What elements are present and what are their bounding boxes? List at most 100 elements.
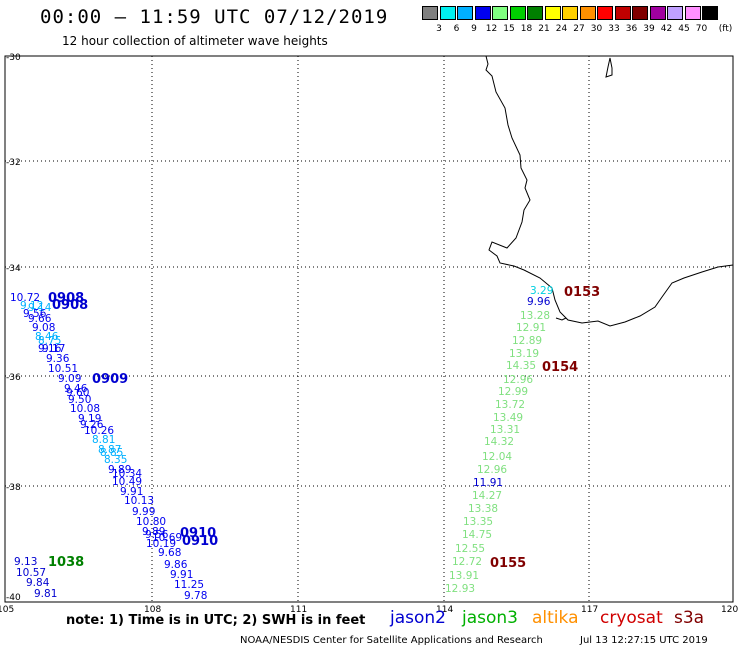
wave-height-label: 9.96 bbox=[527, 296, 551, 308]
pass-time-label: 0908 bbox=[52, 298, 89, 313]
coastline-esperance-isle bbox=[605, 57, 613, 78]
wave-height-label: 9.17 bbox=[42, 343, 66, 355]
legend-label: 15 bbox=[503, 24, 515, 34]
legend-swatch bbox=[649, 6, 666, 20]
lon-tick-label: 108 bbox=[144, 605, 162, 615]
legend-label: 6 bbox=[453, 24, 460, 34]
wave-height-label: 8.81 bbox=[92, 434, 116, 446]
wave-height-label: 13.19 bbox=[509, 348, 540, 360]
legend-label: 18 bbox=[520, 24, 533, 34]
wave-height-label: 10.57 bbox=[16, 567, 47, 579]
legend-swatch bbox=[632, 6, 648, 20]
wave-height-label: 12.96 bbox=[477, 464, 508, 476]
lat-tick-label: -30 bbox=[6, 53, 21, 63]
wave-height-label: 9.91 bbox=[120, 486, 144, 498]
satellite-name-cryosat: cryosat bbox=[600, 608, 663, 628]
wave-height-label: 9.09 bbox=[58, 373, 82, 385]
wave-height-label: 9.78 bbox=[184, 590, 208, 602]
legend-label: 27 bbox=[573, 24, 585, 34]
graticule bbox=[5, 56, 733, 602]
wave-height-label: 9.89 bbox=[142, 526, 166, 538]
pass-time-label: 0910 bbox=[182, 534, 219, 549]
wave-height-label: 10.72 bbox=[10, 292, 41, 304]
wave-height-label: 9.14 bbox=[28, 302, 52, 314]
legend-label: 30 bbox=[590, 24, 603, 34]
legend-swatch bbox=[422, 6, 438, 20]
wave-height-label: 12.96 bbox=[503, 374, 534, 386]
legend-swatch bbox=[614, 6, 631, 20]
satellite-name-altika: altika bbox=[532, 608, 579, 628]
satellite-name-jason3: jason3 bbox=[462, 608, 518, 628]
legend-label: 3 bbox=[436, 24, 442, 34]
legend-label: 36 bbox=[625, 24, 638, 34]
legend-label: 39 bbox=[643, 24, 655, 34]
wave-height-label: 13.38 bbox=[468, 503, 499, 515]
legend-swatch bbox=[474, 6, 491, 20]
wave-height-label: 12.89 bbox=[512, 335, 543, 347]
satellite-name-jason2: jason2 bbox=[390, 608, 446, 628]
credit-line: NOAA/NESDIS Center for Satellite Applica… bbox=[240, 635, 543, 646]
coastline-australia bbox=[485, 55, 734, 327]
wave-height-label: 9.99 bbox=[132, 506, 156, 518]
lon-tick-label: 117 bbox=[581, 605, 599, 615]
wave-height-label: 9.16 bbox=[38, 343, 62, 355]
wave-height-label: 9.19 bbox=[78, 413, 102, 425]
wave-height-label: 9.68 bbox=[158, 547, 182, 559]
wave-height-label: 8.85 bbox=[100, 447, 124, 459]
lat-tick-label: -36 bbox=[6, 373, 21, 383]
legend-swatch bbox=[597, 6, 613, 20]
wave-height-label: 14.32 bbox=[484, 436, 515, 448]
wave-height-label: 9.89 bbox=[108, 464, 132, 476]
legend-swatch bbox=[579, 6, 596, 20]
wave-height-label: 8.75 bbox=[38, 335, 62, 347]
wave-height-label: 13.35 bbox=[463, 516, 494, 528]
pass-time-label: 0153 bbox=[564, 285, 601, 300]
lon-tick-label: 120 bbox=[721, 605, 739, 615]
wave-height-label: 9.81 bbox=[34, 588, 58, 600]
wave-height-label: 10.80 bbox=[136, 516, 167, 528]
legend-swatch bbox=[509, 6, 526, 20]
wave-height-label: 12.72 bbox=[452, 556, 483, 568]
legend-swatch bbox=[457, 6, 473, 20]
wave-height-label: 9.36 bbox=[46, 353, 70, 365]
wave-height-label: 9.60 bbox=[66, 387, 90, 399]
legend-label: 9 bbox=[471, 24, 477, 34]
legend-label: 12 bbox=[485, 24, 498, 34]
pass-time-label: 0155 bbox=[490, 556, 527, 571]
wave-height-label: 9.46 bbox=[64, 383, 88, 395]
legend-swatch bbox=[684, 6, 701, 20]
coast-inlet bbox=[555, 317, 567, 321]
map-border bbox=[4, 55, 734, 603]
wave-height-label: 9.91 bbox=[170, 569, 194, 581]
map-subtitle: 12 hour collection of altimeter wave hei… bbox=[62, 34, 328, 48]
wave-height-label: 9.86 bbox=[164, 559, 188, 571]
wave-height-label: 8.35 bbox=[104, 454, 128, 466]
wave-height-label: 10.49 bbox=[112, 476, 143, 488]
wave-height-label: 12.04 bbox=[482, 451, 513, 463]
wave-height-label: 14.75 bbox=[462, 529, 493, 541]
wave-height-label: 9.66 bbox=[28, 313, 52, 325]
legend-swatch bbox=[527, 6, 543, 20]
wave-height-label: 10.69 bbox=[152, 532, 183, 544]
wave-height-label: 12.93 bbox=[445, 583, 476, 595]
wave-height-label: 11.25 bbox=[174, 579, 205, 591]
legend-label: 24 bbox=[555, 24, 568, 34]
legend-label: 33 bbox=[608, 24, 620, 34]
lon-tick-label: 111 bbox=[290, 605, 308, 615]
wave-height-label: 13.31 bbox=[490, 424, 521, 436]
map-title: 00:00 – 11:59 UTC 07/12/2019 bbox=[40, 6, 389, 28]
wave-height-label: 9.12 bbox=[20, 300, 44, 312]
wave-height-label: 9.56 bbox=[145, 529, 169, 541]
wave-height-label: 13.91 bbox=[449, 570, 480, 582]
legend-unit: (ft) bbox=[718, 24, 733, 34]
pass-time-label: 1038 bbox=[48, 555, 85, 570]
wave-height-label: 14.27 bbox=[472, 490, 503, 502]
wave-height-label: 12.99 bbox=[498, 386, 529, 398]
wave-height-label: 3.29 bbox=[530, 285, 554, 297]
lat-tick-label: -34 bbox=[6, 264, 21, 274]
wave-height-label: 10.26 bbox=[84, 425, 115, 437]
wave-height-label: 9.56 bbox=[23, 308, 47, 320]
legend-swatch bbox=[492, 6, 508, 20]
legend-label: 45 bbox=[678, 24, 690, 34]
